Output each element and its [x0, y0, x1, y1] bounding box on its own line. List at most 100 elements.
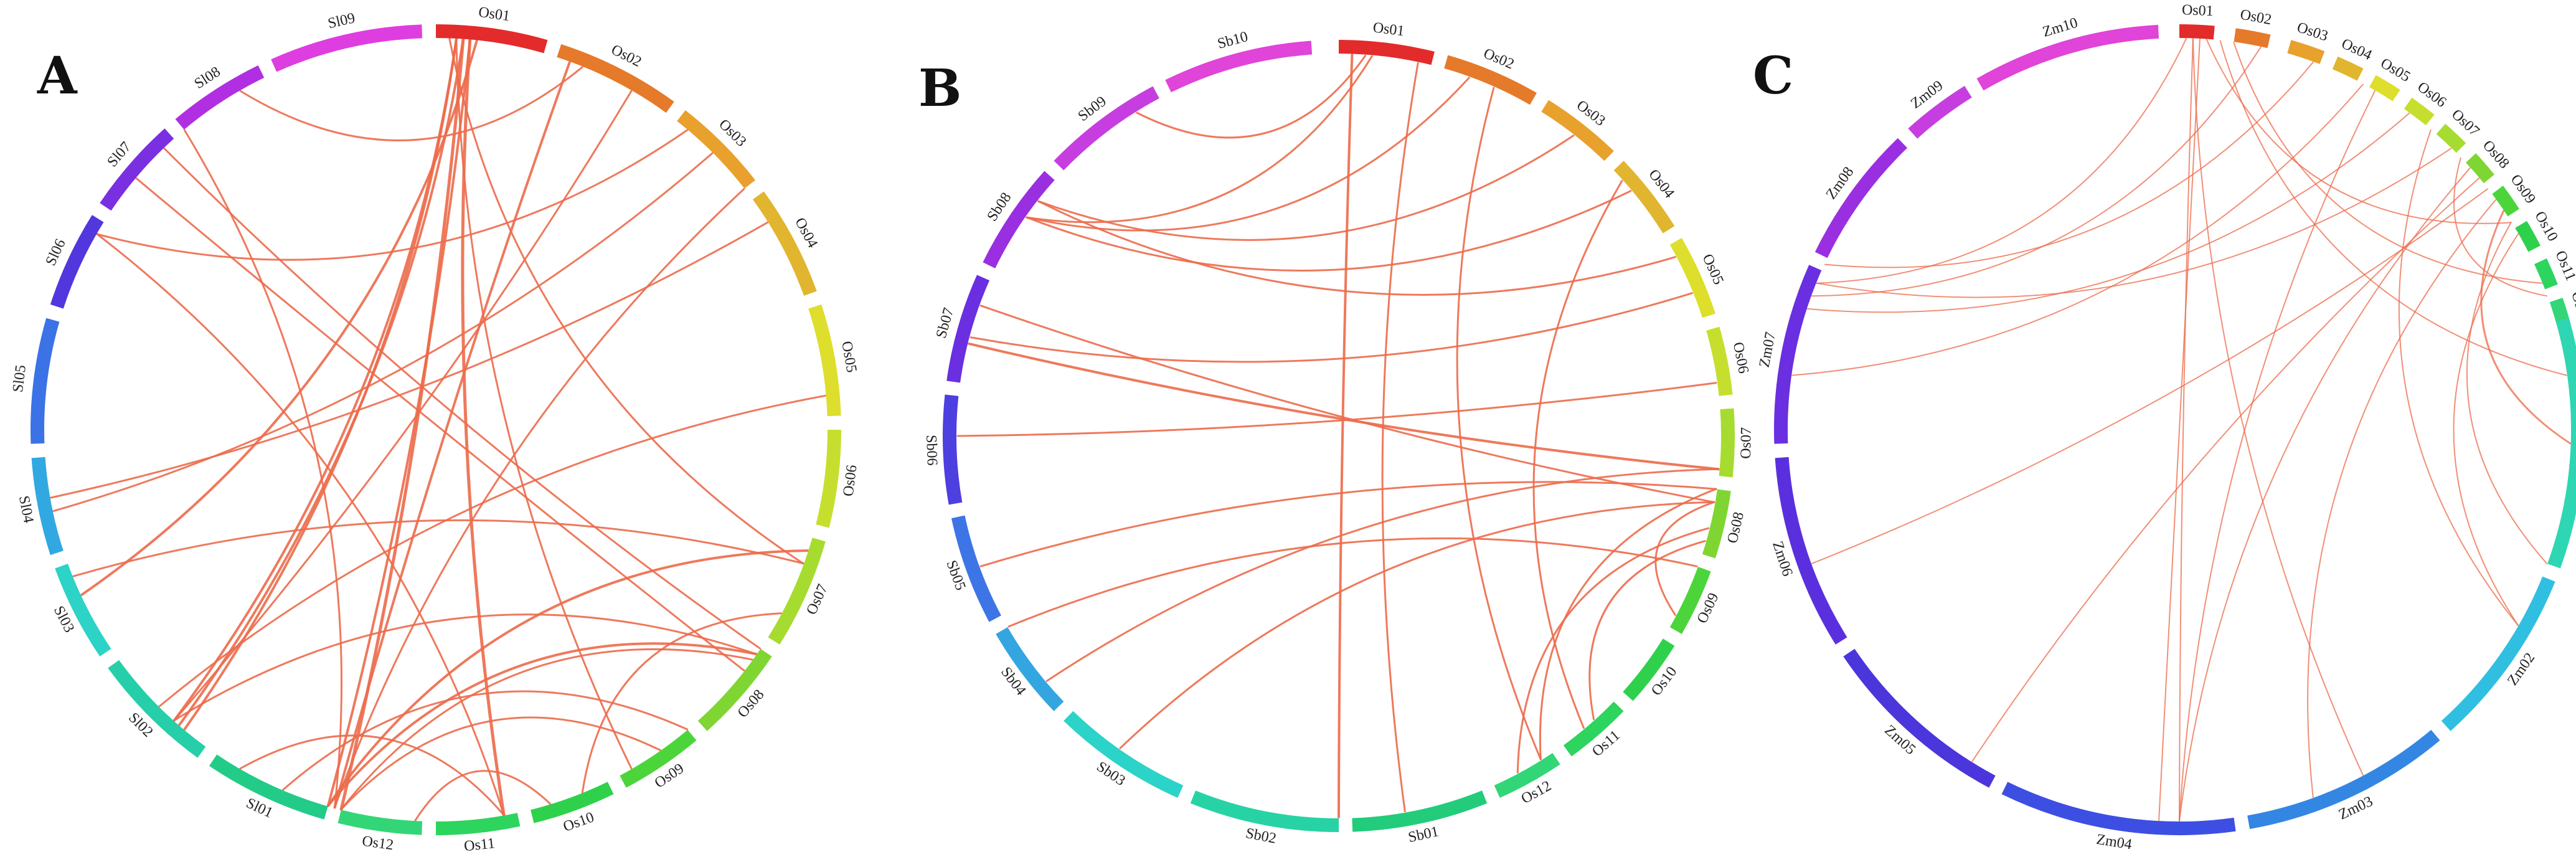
synteny-link: [1026, 190, 1632, 272]
chromosome-zm07: [1774, 265, 1822, 444]
chromosome-sb10: [1165, 40, 1313, 93]
chromosome-os03: [2287, 40, 2325, 64]
synteny-link: [970, 292, 1693, 363]
chromosome-os12: [1494, 752, 1560, 798]
synteny-link: [414, 770, 552, 821]
chromosome-sb06: [943, 394, 963, 505]
synteny-link: [96, 233, 505, 816]
chromosome-sb09: [1054, 86, 1159, 171]
chromosome-label-sb06: Sb06: [923, 435, 940, 466]
synteny-link: [1007, 537, 1698, 628]
chromosome-os04: [1613, 161, 1675, 234]
chromosome-label-os11: Os11: [463, 835, 496, 852]
synteny-link: [282, 690, 689, 791]
chromosome-sb01: [1352, 790, 1488, 832]
synteny-link: [1338, 54, 1354, 818]
chromosome-os10: [2515, 220, 2541, 252]
chromosome-zm10: [1976, 24, 2159, 91]
synteny-link: [1026, 55, 1373, 224]
chromosome-label-os07: Os07: [1738, 427, 1755, 459]
synteny-link: [2206, 39, 2512, 224]
chromosome-sl04: [31, 457, 64, 556]
synteny-link: [1816, 148, 2452, 298]
synteny-link: [2233, 42, 2543, 284]
synteny-link: [448, 37, 804, 565]
synteny-link: [1516, 527, 1710, 774]
synteny-link: [1816, 38, 2187, 284]
chromosome-label-os12: Os12: [361, 833, 395, 852]
synteny-link: [340, 716, 661, 810]
synteny-link: [135, 177, 745, 672]
chromosome-zm05: [1843, 648, 1996, 788]
chromosome-sb08: [983, 171, 1055, 268]
chromosome-os01: [435, 24, 548, 54]
chromosome-os06: [1706, 326, 1733, 396]
synteny-link: [1136, 55, 1367, 139]
synteny-link: [968, 342, 1720, 471]
panel-a-links: [50, 37, 827, 821]
synteny-link: [1971, 178, 2480, 762]
chromosome-label-os01: Os01: [2181, 2, 2214, 19]
synteny-link: [2453, 157, 2548, 297]
chromosome-sl06: [50, 215, 104, 309]
chromosome-zm01: [2547, 318, 2576, 569]
synteny-link: [173, 90, 633, 722]
synteny-link: [455, 38, 633, 770]
chromosome-zm03: [2247, 729, 2440, 830]
chromosome-zm04: [2001, 782, 2236, 835]
chromosome-os02: [557, 44, 674, 113]
chromosome-os12: [337, 810, 423, 835]
synteny-link: [461, 38, 506, 817]
chromosome-sl02: [108, 660, 206, 758]
synteny-link: [979, 305, 1715, 503]
circos-panel-b: B Os01Os02Os03Os04Os05Os06Os07Os08Os09Os…: [918, 19, 1755, 846]
synteny-link: [2179, 90, 2375, 821]
synteny-link: [326, 39, 471, 807]
synteny-link: [1381, 62, 1419, 813]
synteny-link: [1811, 46, 2262, 297]
synteny-link: [1806, 112, 2410, 313]
synteny-link: [1791, 83, 2364, 376]
chromosome-os08: [1702, 489, 1731, 559]
synteny-link: [1037, 135, 1575, 241]
chromosome-sl01: [209, 754, 328, 820]
panel-letter-a: A: [37, 46, 78, 106]
chromosome-sb03: [1064, 711, 1184, 798]
panel-letter-c: C: [1753, 46, 1793, 106]
chromosome-os10: [531, 782, 614, 823]
chromosome-os06: [816, 429, 841, 528]
synteny-link: [1588, 540, 1706, 721]
chromosome-sb04: [996, 627, 1064, 711]
synteny-link: [2307, 199, 2497, 798]
chromosome-sl08: [175, 65, 265, 130]
chromosome-os09: [2492, 186, 2519, 217]
chromosome-zm02: [2441, 576, 2555, 731]
chromosome-os07: [2436, 123, 2466, 153]
chromosome-os04: [752, 191, 817, 296]
chromosome-os09: [1669, 566, 1711, 634]
synteny-link: [1037, 200, 1676, 296]
synteny-link: [2466, 222, 2548, 564]
chromosome-zm06: [1775, 457, 1847, 645]
chromosome-os09: [620, 729, 697, 788]
chromosome-sl09: [271, 24, 423, 72]
synteny-link: [80, 39, 478, 597]
circos-panel-c: C Os01 Os02Os03Os04Os05Os06Os07Os08Os09Os…: [1753, 2, 2576, 852]
synteny-link: [1045, 468, 1720, 682]
circos-panel-a: A Os01Os02Os03Os04Os05Os06Os07Os08Os09Os…: [10, 4, 861, 852]
chromosome-label-os06: Os06: [841, 464, 861, 497]
chromosome-sl07: [100, 128, 174, 211]
panel-c-chromosomes: Os01 Os02Os03Os04Os05Os06Os07Os08Os09Os10…: [1757, 2, 2576, 852]
synteny-link: [72, 519, 804, 577]
chromosome-os08: [697, 648, 772, 731]
synteny-link: [2219, 40, 2567, 376]
panel-b-links: [956, 54, 1720, 818]
synteny-link: [2158, 38, 2201, 821]
chromosome-os01: [1338, 40, 1435, 65]
synteny-link: [581, 612, 782, 793]
synteny-link: [2453, 234, 2519, 626]
synteny-link: [173, 613, 757, 722]
synteny-link: [1456, 87, 1542, 760]
